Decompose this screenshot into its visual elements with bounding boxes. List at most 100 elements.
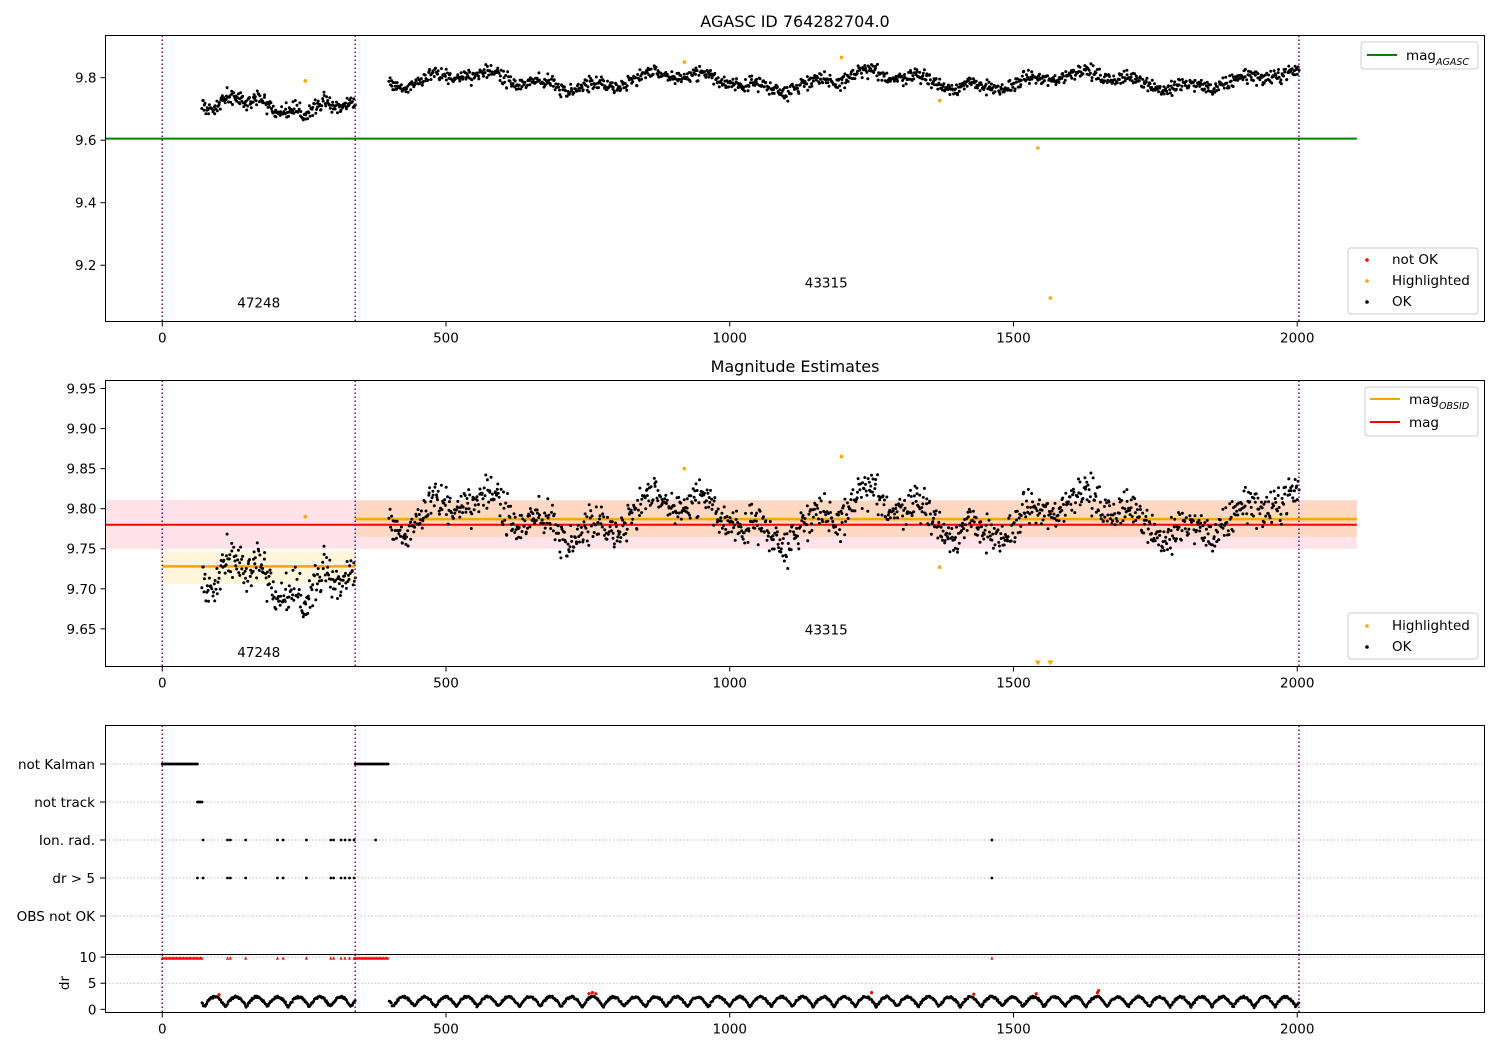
ok-point	[418, 521, 422, 525]
ok-point	[467, 507, 471, 511]
ok-point	[270, 586, 273, 590]
ok-point	[564, 89, 568, 93]
ok-point	[404, 542, 408, 546]
ok-point	[322, 90, 326, 94]
ok-point	[797, 91, 801, 95]
ok-point	[519, 87, 523, 91]
ok-point	[236, 548, 240, 552]
ok-point	[864, 489, 868, 493]
ok-point	[299, 110, 303, 113]
ok-point	[205, 584, 209, 588]
ok-point	[1229, 79, 1233, 83]
highlighted-point	[937, 98, 942, 103]
ok-point	[710, 497, 714, 501]
ok-point	[278, 113, 282, 117]
ok-point	[730, 530, 734, 534]
ok-point	[1036, 502, 1040, 506]
legend2-ok-label: OK	[1392, 639, 1413, 655]
ok-point	[307, 597, 311, 601]
ok-point	[670, 70, 674, 74]
ok-point	[1168, 88, 1172, 92]
flag-point	[332, 876, 336, 880]
ok-point	[805, 504, 809, 508]
ok-point	[1098, 500, 1102, 504]
ok-point	[248, 574, 252, 578]
ok-point	[891, 509, 895, 513]
ok-point	[399, 534, 402, 538]
ok-point	[531, 512, 535, 516]
ok-point	[654, 65, 658, 69]
flag-point	[244, 876, 248, 880]
ok-point	[224, 554, 228, 558]
ok-point	[606, 532, 610, 536]
ok-point	[802, 529, 806, 533]
ok-point	[284, 571, 288, 575]
ok-point	[1198, 529, 1202, 533]
p2-x-tick-label: 1500	[996, 676, 1030, 692]
ok-point	[230, 549, 234, 553]
ok-point	[968, 521, 972, 525]
ok-point	[839, 89, 842, 92]
ok-point	[1146, 84, 1150, 88]
ok-point	[207, 576, 211, 580]
ok-point	[856, 477, 860, 481]
ok-point	[1018, 85, 1022, 89]
ok-point	[912, 510, 916, 514]
ok-point	[1034, 506, 1038, 510]
ok-point	[232, 545, 236, 549]
ok-point	[969, 525, 973, 529]
ok-point	[849, 492, 853, 496]
ok-point	[581, 88, 585, 92]
ok-point	[569, 524, 573, 527]
ok-point	[203, 101, 207, 105]
ok-point	[775, 85, 779, 89]
ok-point	[643, 496, 647, 500]
ok-point	[1051, 506, 1055, 510]
ok-point	[1226, 529, 1230, 533]
dr-capped-marker	[275, 956, 280, 960]
ok-point	[1062, 503, 1065, 506]
ok-point	[762, 515, 765, 519]
ok-point	[254, 566, 258, 570]
ok-point	[1108, 517, 1112, 521]
ok-point	[258, 94, 262, 98]
ok-point	[985, 512, 989, 516]
ok-point	[444, 67, 448, 71]
ok-point	[997, 540, 1001, 544]
ok-point	[587, 543, 591, 547]
ok-point	[269, 571, 273, 575]
ok-point	[795, 526, 799, 530]
ok-point	[524, 530, 528, 534]
ok-point	[781, 537, 785, 541]
ok-point	[1030, 492, 1034, 495]
ok-point	[520, 530, 524, 533]
ok-point	[1125, 73, 1129, 77]
highlighted-point	[682, 466, 687, 471]
dr-x-tick-label: 0	[158, 1022, 167, 1038]
ok-point	[771, 538, 775, 542]
ok-point	[458, 79, 462, 83]
ok-point	[936, 536, 940, 540]
ok-point	[283, 112, 287, 116]
ok-point	[536, 511, 539, 515]
ok-point	[1264, 514, 1268, 518]
ok-point	[921, 502, 925, 506]
ok-point	[439, 67, 443, 71]
ok-point	[1025, 73, 1028, 77]
ok-point	[644, 507, 648, 511]
dr-ok-point	[893, 1001, 897, 1005]
ok-point	[856, 490, 859, 494]
ok-point	[265, 599, 269, 603]
flag-point	[348, 876, 351, 880]
panel1-obsid-label-1: 47248	[237, 295, 280, 311]
ok-point	[1097, 509, 1100, 513]
dr-ok-point	[1168, 1006, 1172, 1009]
ok-point	[1007, 516, 1011, 520]
ok-point	[475, 495, 479, 499]
ok-point	[523, 519, 527, 523]
ok-point	[940, 535, 944, 539]
ok-point	[767, 85, 771, 89]
ok-point	[675, 511, 678, 515]
ok-point	[1275, 509, 1279, 513]
ok-point	[1201, 539, 1205, 543]
